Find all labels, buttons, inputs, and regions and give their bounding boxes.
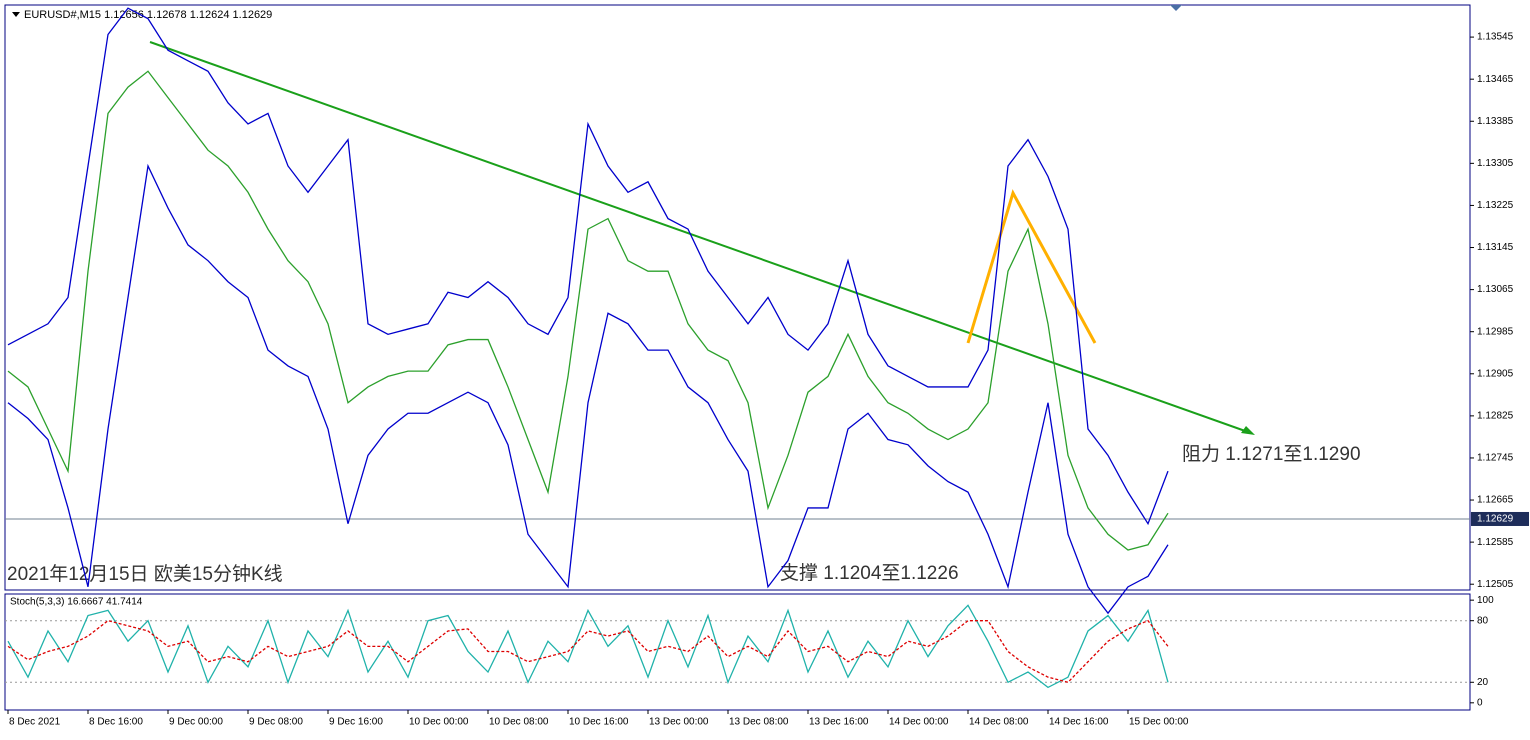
y-tick-label: 1.13305 — [1477, 158, 1514, 169]
y-tick-label: 20 — [1477, 677, 1489, 688]
trend-line — [149, 41, 1249, 433]
trend-arrow — [1241, 426, 1255, 435]
y-tick-label: 100 — [1477, 595, 1494, 606]
annotation: 2021年12月15日 欧美15分钟K线 — [7, 563, 283, 585]
shift-marker — [1170, 5, 1182, 11]
x-tick-label: 9 Dec 08:00 — [249, 717, 303, 728]
series-line — [7, 619, 1169, 684]
y-tick-label: 1.13545 — [1477, 32, 1514, 43]
y-tick-label: 1.13065 — [1477, 284, 1514, 295]
x-tick-label: 15 Dec 00:00 — [1129, 717, 1189, 728]
y-tick-label: 1.12585 — [1477, 537, 1514, 548]
series-line — [7, 604, 1169, 689]
x-tick-label: 14 Dec 16:00 — [1049, 717, 1109, 728]
y-tick-label: 1.12905 — [1477, 368, 1514, 379]
chart-title: EURUSD#,M15 1.12656 1.12678 1.12624 1.12… — [24, 9, 272, 21]
x-tick-label: 10 Dec 08:00 — [489, 717, 549, 728]
x-tick-label: 9 Dec 00:00 — [169, 717, 223, 728]
stoch-title: Stoch(5,3,3) 16.6667 41.7414 — [10, 597, 143, 608]
x-tick-label: 13 Dec 08:00 — [729, 717, 789, 728]
y-tick-label: 1.12825 — [1477, 411, 1514, 422]
price-panel — [4, 4, 1471, 591]
annotation: 支撑 1.1204至1.1226 — [780, 562, 959, 584]
y-tick-label: 1.13385 — [1477, 116, 1514, 127]
current-price-label: 1.12629 — [1477, 514, 1514, 525]
annotation: 阻力 1.1271至1.1290 — [1182, 443, 1361, 465]
pattern-lines — [966, 189, 1097, 344]
x-tick-label: 14 Dec 08:00 — [969, 717, 1029, 728]
series-line — [7, 7, 1169, 526]
x-tick-label: 13 Dec 16:00 — [809, 717, 869, 728]
x-tick-label: 10 Dec 16:00 — [569, 717, 629, 728]
y-tick-label: 1.12985 — [1477, 326, 1514, 337]
menu-arrow[interactable] — [12, 12, 20, 17]
y-tick-label: 1.12665 — [1477, 495, 1514, 506]
x-tick-label: 13 Dec 00:00 — [649, 717, 709, 728]
y-tick-label: 1.12505 — [1477, 579, 1514, 590]
x-tick-label: 14 Dec 00:00 — [889, 717, 949, 728]
x-tick-label: 10 Dec 00:00 — [409, 717, 469, 728]
y-tick-label: 1.12745 — [1477, 453, 1514, 464]
x-tick-label: 8 Dec 2021 — [9, 717, 61, 728]
current-price-box — [1471, 511, 1529, 526]
y-tick-label: 1.13145 — [1477, 242, 1514, 253]
stoch-panel — [4, 593, 1471, 711]
y-tick-label: 80 — [1477, 615, 1489, 626]
y-tick-label: 1.13465 — [1477, 74, 1514, 85]
y-tick-label: 0 — [1477, 697, 1483, 708]
x-tick-label: 8 Dec 16:00 — [89, 717, 143, 728]
series-line — [7, 70, 1169, 551]
x-tick-label: 9 Dec 16:00 — [329, 717, 383, 728]
y-tick-label: 1.13225 — [1477, 200, 1514, 211]
series-line — [7, 163, 1169, 615]
